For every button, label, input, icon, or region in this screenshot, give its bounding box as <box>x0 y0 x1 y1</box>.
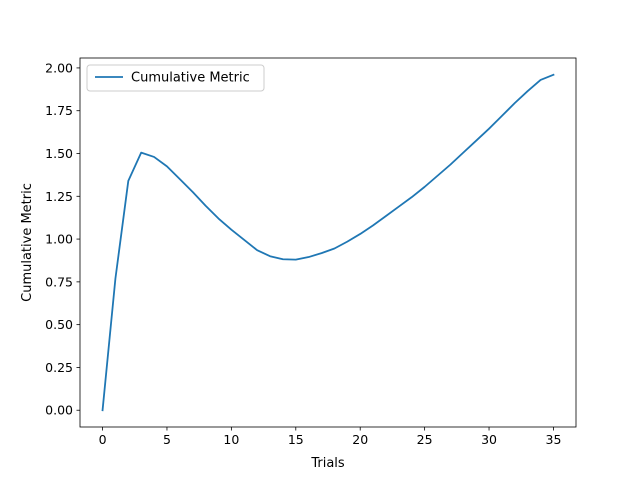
x-tick-label: 30 <box>481 432 497 447</box>
x-tick-label: 20 <box>352 432 368 447</box>
y-tick-label: 0.50 <box>45 317 73 332</box>
x-axis: 0 5 10 15 20 25 30 35 <box>99 427 562 447</box>
x-tick-label: 0 <box>99 432 107 447</box>
y-tick-label: 1.75 <box>45 103 73 118</box>
series-layer <box>101 73 555 412</box>
legend-box <box>86 64 265 92</box>
y-tick-label: 0.00 <box>45 403 73 418</box>
x-tick-label: 5 <box>163 432 171 447</box>
x-axis-label: Trials <box>310 456 345 471</box>
y-tick-label: 1.00 <box>45 232 73 247</box>
x-tick-label: 35 <box>546 432 562 447</box>
y-axis-label: Cumulative Metric <box>20 183 35 302</box>
plot-area <box>80 58 576 427</box>
x-tick-label: 10 <box>223 432 239 447</box>
y-tick-label: 0.25 <box>45 360 73 375</box>
y-tick-label: 0.75 <box>45 274 73 289</box>
x-tick-label: 15 <box>288 432 304 447</box>
plot-frame <box>79 57 577 428</box>
legend-label: Cumulative Metric <box>131 71 250 86</box>
y-tick-label: 2.00 <box>45 60 73 75</box>
y-tick-label: 1.50 <box>45 146 73 161</box>
legend: Cumulative Metric <box>86 64 265 92</box>
y-axis: 0.00 0.25 0.50 0.75 1.00 1.25 1.50 1.75 2.00 <box>45 60 80 418</box>
y-tick-label: 1.25 <box>45 189 73 204</box>
series-line-0 <box>101 73 555 412</box>
x-tick-label: 25 <box>417 432 433 447</box>
